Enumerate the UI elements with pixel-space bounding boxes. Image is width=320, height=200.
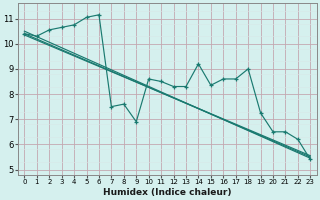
X-axis label: Humidex (Indice chaleur): Humidex (Indice chaleur) (103, 188, 232, 197)
